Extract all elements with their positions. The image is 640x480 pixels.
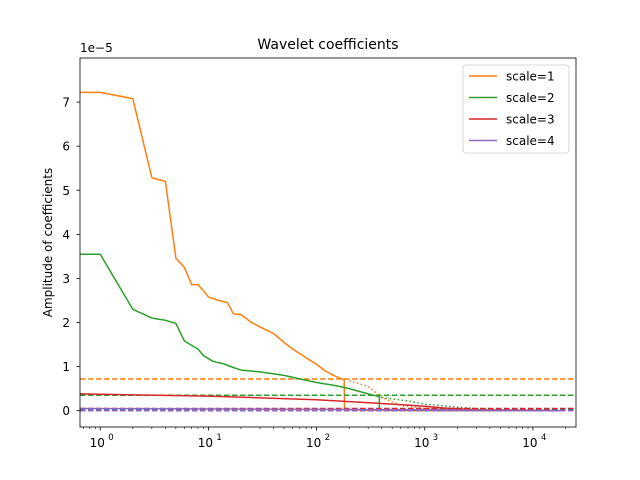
x-tick-exponent-0: 0 [108,433,113,443]
x-tick-label-3: 10 [414,436,429,450]
y-tick-label-3: 3 [62,272,70,286]
y-axis: 0 1 2 3 4 5 6 7 [62,96,80,418]
sorted-tail-1 [348,379,477,412]
x-tick-label-1: 10 [198,436,213,450]
legend-box [462,64,570,154]
x-tick-exponent-1: 1 [216,433,221,443]
x-axis: 10 0 10 1 10 2 10 3 10 4 [83,427,566,450]
x-tick-label-2: 10 [306,436,321,450]
x-tick-label-4: 10 [522,436,537,450]
x-tick-exponent-2: 2 [325,433,330,443]
series-line-4 [80,407,566,412]
y-tick-label-4: 4 [62,228,70,242]
legend-label-1: scale=1 [506,70,555,84]
y-tick-label-2: 2 [62,316,70,330]
y-tick-label-0: 0 [62,404,70,418]
series-line-2 [80,253,566,412]
legend-label-2: scale=2 [506,91,555,105]
axes-frame [79,57,577,428]
x-tick-exponent-3: 3 [433,433,438,443]
x-tick-exponent-4: 4 [541,433,546,443]
y-tick-label-5: 5 [62,184,70,198]
plot-lines [80,91,576,412]
legend: scale=1 scale=2 scale=3 scale=4 [462,64,570,154]
legend-label-4: scale=4 [506,134,555,148]
y-tick-label-6: 6 [62,140,70,154]
y-tick-label-7: 7 [62,96,70,110]
series-line-1 [80,91,566,412]
y-axis-label: Amplitude of coefficients [41,168,55,318]
y-tick-label-1: 1 [62,360,70,374]
legend-label-3: scale=3 [506,113,555,127]
y-offset-text: 1e−5 [80,41,113,55]
chart-title: Wavelet coefficients [257,37,398,53]
x-tick-label-0: 10 [90,436,105,450]
